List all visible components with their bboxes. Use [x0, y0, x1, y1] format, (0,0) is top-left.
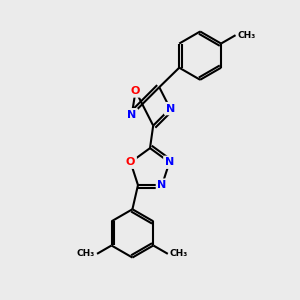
- Text: N: N: [166, 103, 175, 114]
- Text: N: N: [127, 110, 136, 120]
- Text: CH₃: CH₃: [237, 31, 256, 40]
- Text: N: N: [158, 180, 166, 190]
- Text: O: O: [126, 157, 135, 167]
- Text: O: O: [131, 86, 140, 96]
- Text: CH₃: CH₃: [77, 249, 95, 258]
- Text: N: N: [165, 157, 174, 167]
- Text: CH₃: CH₃: [170, 249, 188, 258]
